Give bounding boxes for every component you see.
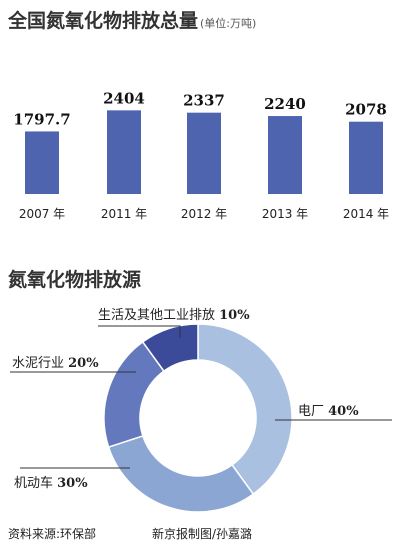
bar-value-label-2: 2337	[183, 92, 225, 110]
pie-chart: 电厂 40% 机动车 30% 水泥行业 20% 生活及其他工业排放 10%	[10, 308, 392, 513]
bar-2	[187, 112, 221, 194]
slice-label-1: 机动车 30%	[14, 475, 88, 491]
donut-slice-0	[197, 323, 293, 496]
bar-chart: 1797.7 2007 年 2404 2011 年 2337 2012 年 2240 2013…	[13, 89, 389, 221]
slice-label-2: 水泥行业 20%	[12, 356, 99, 371]
unit-label: (单位:万吨)	[200, 17, 257, 30]
x-tick-label-1: 2011 年	[101, 207, 147, 221]
x-tick-label-0: 2007 年	[19, 207, 65, 221]
slice-label-0: 电厂 40%	[298, 404, 359, 419]
x-tick-label-3: 2013 年	[262, 207, 308, 221]
bar-value-label-0: 1797.7	[13, 110, 70, 128]
bar-value-label-4: 2078	[345, 101, 387, 119]
bar-1	[107, 110, 141, 194]
bar-value-label-1: 2404	[103, 89, 145, 107]
pie-chart-title: 氮氧化物排放源	[8, 269, 142, 291]
bar-chart-title: 全国氮氧化物排放总量 (单位:万吨)	[8, 10, 257, 32]
credit-note: 新京报制图/孙嘉潞	[152, 527, 253, 541]
leader-line-3	[98, 325, 181, 338]
donut-slice-3	[141, 323, 199, 373]
bar-value-label-3: 2240	[264, 95, 306, 113]
bar-3	[268, 116, 302, 194]
bar-4	[349, 121, 383, 194]
x-tick-label-4: 2014 年	[343, 207, 389, 221]
slice-label-3: 生活及其他工业排放 10%	[98, 308, 250, 323]
bar-0	[25, 131, 59, 194]
x-tick-label-2: 2012 年	[181, 207, 227, 221]
donut-slice-1	[107, 434, 255, 513]
source-note: 资料来源:环保部	[8, 527, 97, 541]
